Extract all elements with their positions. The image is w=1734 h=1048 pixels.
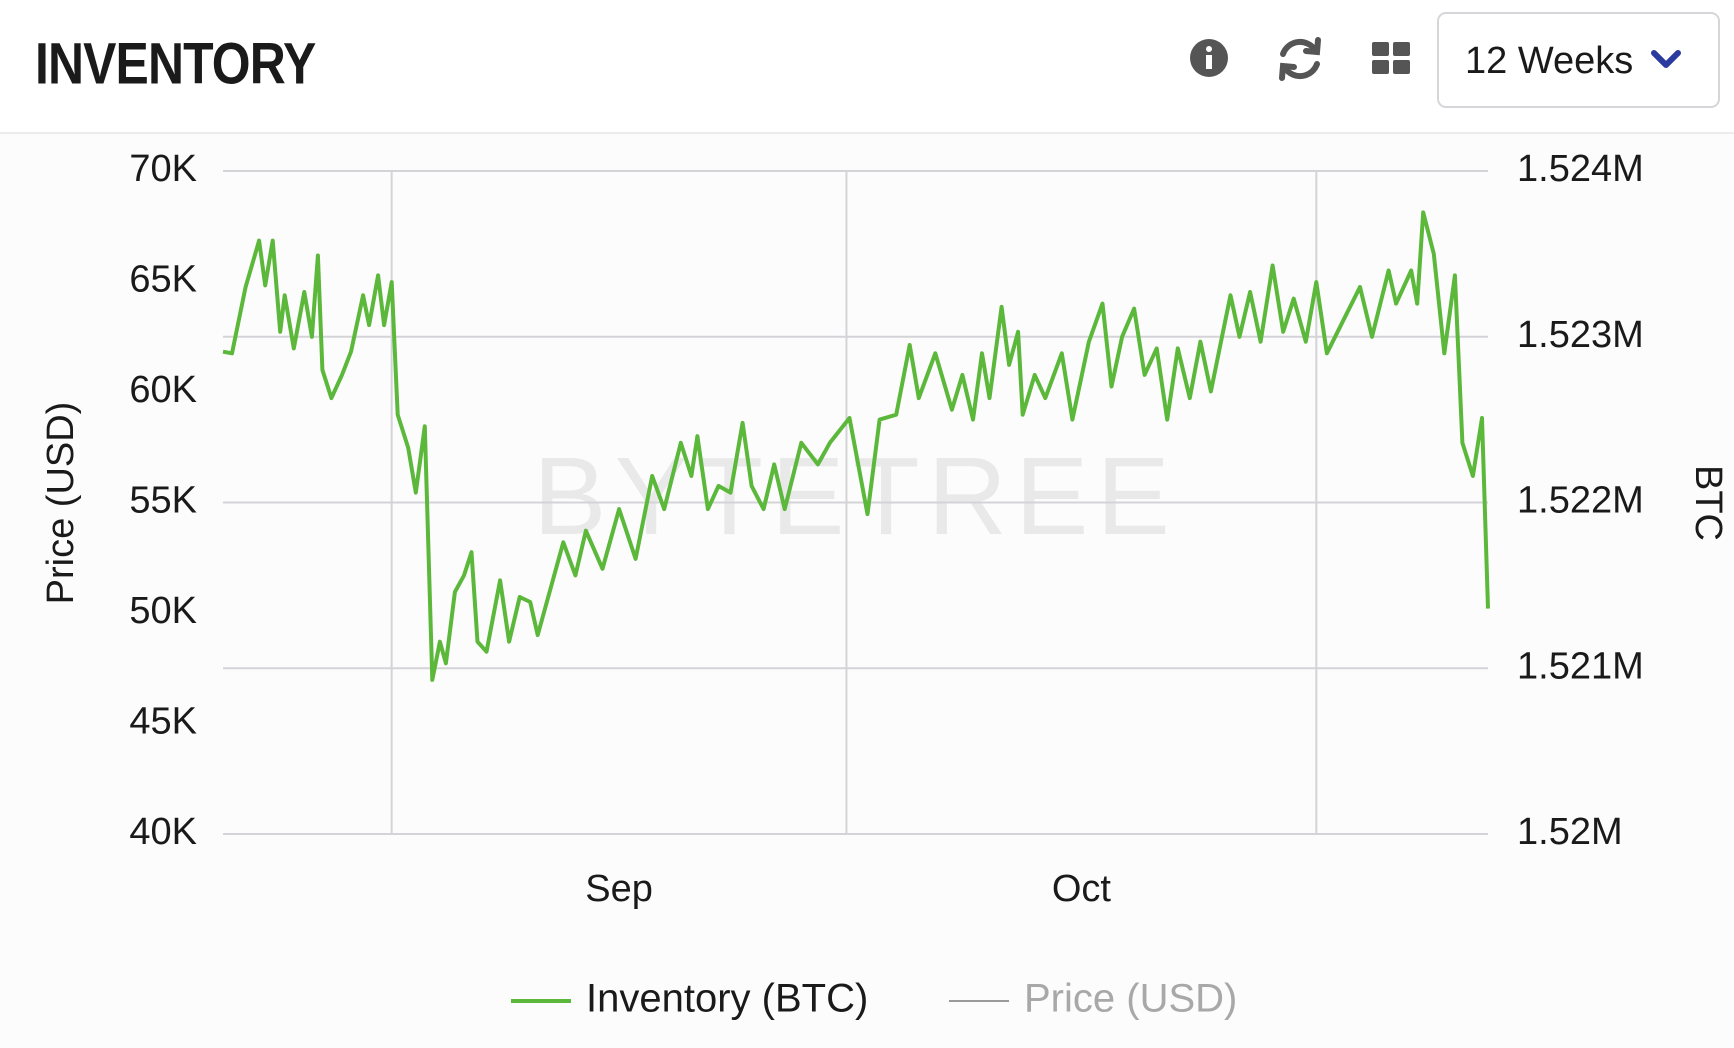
y2-tick-label: 1.52M bbox=[1517, 811, 1623, 853]
info-icon[interactable] bbox=[1190, 39, 1228, 77]
y-tick-label: 50K bbox=[129, 590, 197, 632]
y-axis-title: Price (USD) bbox=[40, 402, 82, 605]
y-tick-label: 60K bbox=[129, 369, 197, 411]
y-tick-label: 40K bbox=[129, 811, 197, 853]
range-dropdown[interactable]: 12 Weeks bbox=[1437, 12, 1720, 108]
refresh-icon[interactable] bbox=[1279, 37, 1321, 81]
y2-tick-label: 1.521M bbox=[1517, 645, 1644, 687]
series-line bbox=[222, 210, 1490, 682]
y2-tick-label: 1.524M bbox=[1517, 148, 1644, 190]
page-title: INVENTORY bbox=[35, 32, 316, 96]
y-tick-label: 70K bbox=[129, 148, 197, 190]
range-label: 12 Weeks bbox=[1465, 40, 1633, 82]
y2-axis-title: BTC bbox=[1687, 465, 1729, 541]
y-tick-label: 45K bbox=[129, 701, 197, 743]
legend-label[interactable]: Inventory (BTC) bbox=[586, 977, 868, 1021]
legend-label[interactable]: Price (USD) bbox=[1024, 977, 1237, 1021]
y-tick-label: 55K bbox=[129, 480, 197, 522]
y2-tick-label: 1.523M bbox=[1517, 314, 1644, 356]
x-tick-label: Sep bbox=[585, 868, 653, 910]
y2-tick-label: 1.522M bbox=[1517, 480, 1644, 522]
y-tick-label: 65K bbox=[129, 259, 197, 301]
grid-icon[interactable] bbox=[1372, 42, 1410, 74]
x-tick-label: Oct bbox=[1052, 868, 1112, 910]
